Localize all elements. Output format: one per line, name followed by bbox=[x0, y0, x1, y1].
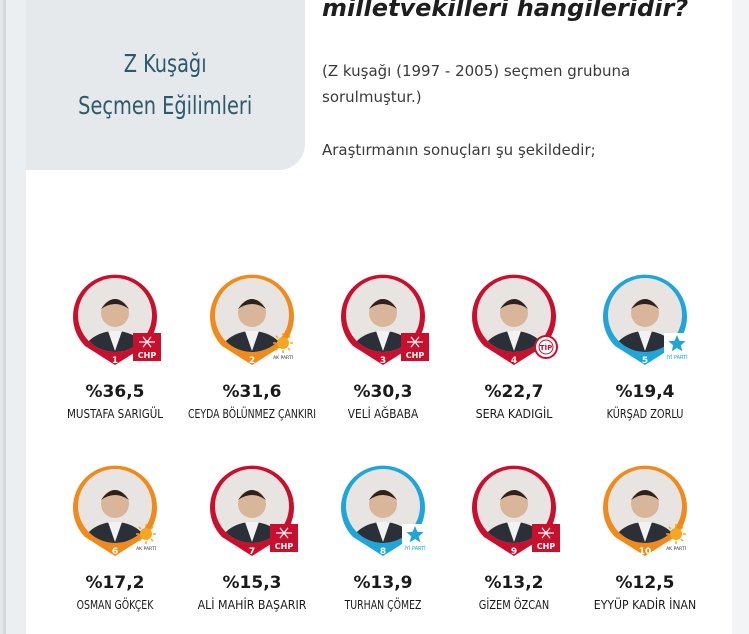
rank-number: 8 bbox=[380, 547, 386, 557]
candidate-9: 9 CHP %13,2 GİZEM ÖZCAN bbox=[471, 465, 560, 612]
rank-number: 5 bbox=[642, 356, 648, 366]
svg-text:CHP: CHP bbox=[406, 351, 425, 360]
candidate-4: 4 TİP %22,7 SERA KADIGİL bbox=[471, 274, 558, 421]
candidate-name: VELİ AĞBABA bbox=[348, 406, 419, 421]
page-left-edge bbox=[0, 0, 6, 634]
candidate-name: OSMAN GÖKÇEK bbox=[77, 596, 154, 612]
candidate-name: GİZEM ÖZCAN bbox=[479, 596, 549, 612]
svg-text:AK PARTİ: AK PARTİ bbox=[666, 545, 686, 552]
svg-text:İYİ PARTİ: İYİ PARTİ bbox=[666, 354, 687, 361]
rank-number: 3 bbox=[380, 356, 386, 366]
chp-logo-icon: CHP bbox=[532, 524, 560, 552]
survey-note: (Z kuşağı (1997 - 2005) seçmen grubuna s… bbox=[322, 62, 631, 106]
candidate-10: 10 AK PARTİ %12,5 EYYÜP KADİR İNAN bbox=[594, 465, 696, 612]
page-left-scroll-edge bbox=[0, 0, 3, 634]
value-label: %30,3 bbox=[354, 382, 413, 402]
value-label: %12,5 bbox=[616, 573, 675, 593]
iyi-parti-logo-icon: İYİ PARTİ bbox=[402, 524, 428, 552]
sidebar-title-line1: Z Kuşağı bbox=[124, 49, 207, 78]
tip-logo-icon: TİP bbox=[534, 335, 558, 359]
ak-parti-logo-icon: AK PARTİ bbox=[666, 524, 686, 552]
candidate-3: 3 CHP %30,3 VELİ AĞBABA bbox=[341, 274, 429, 421]
value-label: %36,5 bbox=[86, 382, 145, 402]
svg-text:İYİ PARTİ: İYİ PARTİ bbox=[404, 545, 425, 552]
value-label: %17,2 bbox=[86, 573, 145, 593]
candidate-name: EYYÜP KADİR İNAN bbox=[594, 596, 696, 612]
svg-text:AK PARTİ: AK PARTİ bbox=[273, 354, 293, 361]
candidate-name: KÜRŞAD ZORLU bbox=[607, 405, 684, 421]
candidate-portrait bbox=[83, 299, 147, 352]
value-label: %15,3 bbox=[223, 573, 282, 593]
rank-number: 2 bbox=[249, 356, 255, 366]
svg-text:CHP: CHP bbox=[275, 542, 294, 551]
candidate-6: 6 AK PARTİ %17,2 OSMAN GÖKÇEK bbox=[73, 465, 158, 612]
rank-number: 4 bbox=[511, 356, 517, 366]
chp-logo-icon: CHP bbox=[270, 524, 298, 552]
candidate-7: 7 CHP %15,3 ALİ MAHİR BAŞARIR bbox=[198, 465, 307, 612]
results-intro: Araştırmanın sonuçları şu şekildedir; bbox=[322, 141, 596, 159]
value-label: %13,2 bbox=[485, 573, 544, 593]
chp-logo-icon: CHP bbox=[401, 333, 429, 361]
candidate-1: 1 CHP %36,5 MUSTAFA SARIGÜL bbox=[67, 274, 164, 421]
value-label: %31,6 bbox=[223, 382, 282, 402]
rank-number: 7 bbox=[249, 547, 255, 557]
value-label: %22,7 bbox=[485, 382, 544, 402]
value-label: %19,4 bbox=[616, 382, 675, 402]
candidate-5: 5 İYİ PARTİ %19,4 KÜRŞAD ZORLU bbox=[603, 274, 690, 421]
sidebar-title-box: Z Kuşağı Seçmen Eğilimleri bbox=[26, 0, 305, 170]
candidate-portrait bbox=[351, 299, 415, 352]
candidate-name: ALİ MAHİR BAŞARIR bbox=[198, 597, 307, 612]
sidebar-title-line2: Seçmen Eğilimleri bbox=[78, 91, 253, 120]
ak-parti-logo-icon: AK PARTİ bbox=[273, 333, 293, 361]
rank-number: 1 bbox=[112, 356, 118, 366]
candidate-portrait bbox=[83, 490, 147, 543]
candidate-name: MUSTAFA SARIGÜL bbox=[67, 405, 164, 421]
value-label: %13,9 bbox=[354, 573, 413, 593]
candidate-portrait bbox=[482, 299, 546, 352]
candidate-8: 8 İYİ PARTİ %13,9 TURHAN ÇÖMEZ bbox=[341, 465, 428, 612]
candidate-name: TURHAN ÇÖMEZ bbox=[344, 596, 422, 612]
candidate-name: SERA KADIGİL bbox=[476, 406, 554, 421]
article-heading: milletvekilleri hangileridir? bbox=[322, 0, 689, 22]
candidate-portrait bbox=[351, 490, 415, 543]
rank-number: 9 bbox=[511, 547, 517, 557]
svg-text:AK PARTİ: AK PARTİ bbox=[136, 545, 156, 552]
candidate-portrait bbox=[220, 299, 284, 352]
svg-text:CHP: CHP bbox=[138, 351, 157, 360]
candidate-portrait bbox=[613, 299, 677, 352]
candidate-portrait bbox=[482, 490, 546, 543]
candidate-portrait bbox=[220, 490, 284, 543]
svg-text:TİP: TİP bbox=[540, 343, 553, 352]
ak-parti-logo-icon: AK PARTİ bbox=[136, 524, 156, 552]
candidate-name: CEYDA BÖLÜNMEZ ÇANKIRI bbox=[188, 405, 316, 421]
chp-logo-icon: CHP bbox=[133, 333, 161, 361]
iyi-parti-logo-icon: İYİ PARTİ bbox=[664, 333, 690, 361]
svg-text:CHP: CHP bbox=[537, 542, 556, 551]
candidate-2: 2 AK PARTİ %31,6 CEYDA BÖLÜNMEZ ÇANKIRI bbox=[188, 274, 316, 421]
rank-number: 6 bbox=[112, 547, 118, 557]
candidate-portrait bbox=[613, 490, 677, 543]
page-right-edge bbox=[732, 0, 749, 634]
rank-number: 10 bbox=[639, 547, 652, 557]
